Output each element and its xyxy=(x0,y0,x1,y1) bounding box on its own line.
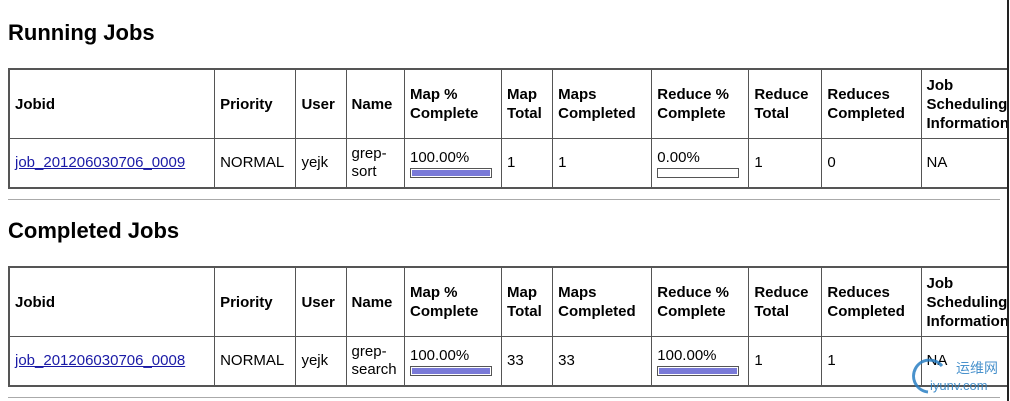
column-header: Maps Completed xyxy=(552,266,653,337)
header-row: Jobid Priority User Name Map % Complete Map T… xyxy=(8,266,1008,337)
column-header: Reduce Total xyxy=(748,68,823,139)
column-header: User xyxy=(295,266,347,337)
cell: NA xyxy=(920,138,1008,189)
jobs-table: Jobid Priority User Name Map % Complete Map T… xyxy=(8,68,1008,189)
watermark-logo xyxy=(912,358,944,394)
cell: NORMAL xyxy=(214,138,297,189)
cell-text: yejk xyxy=(301,352,329,369)
column-header: Map Total xyxy=(501,266,554,337)
column-header: Reduces Completed xyxy=(821,68,922,139)
cell-text: 33 xyxy=(558,352,575,369)
section-title: Running Jobs xyxy=(8,20,155,45)
progress-fill xyxy=(411,367,490,374)
cell: grep-sort xyxy=(345,138,405,189)
cell: 33 xyxy=(501,336,554,387)
percent-text: 100.00% xyxy=(409,148,470,166)
column-header: Priority xyxy=(214,68,297,139)
cell: 1 xyxy=(552,138,653,189)
column-header: Job Scheduling Information xyxy=(920,266,1008,337)
cell: 0.00% xyxy=(651,138,750,189)
percent-text: 100.00% xyxy=(657,346,717,364)
job-row: job_201206030706_0008 NORMAL yejk grep-sear… xyxy=(8,336,1008,387)
percent-text: 0.00% xyxy=(657,148,700,166)
cell-text: 1 xyxy=(558,154,567,171)
cell: 1 xyxy=(821,336,922,387)
cell-text: 1 xyxy=(754,352,763,369)
watermark: 运维网 iyunv.com xyxy=(908,352,1008,397)
progress-fill xyxy=(659,367,738,374)
cell: 33 xyxy=(552,336,653,387)
column-header: Reduces Completed xyxy=(821,266,922,337)
column-header: Map % Complete xyxy=(403,266,503,337)
cell-text: NORMAL xyxy=(220,154,285,171)
cell: 100.00% xyxy=(651,336,750,387)
window-edge xyxy=(1007,0,1009,401)
progress-bar xyxy=(657,365,740,376)
cell-text: NORMAL xyxy=(220,352,285,369)
cell: 100.00% xyxy=(403,138,503,189)
cell-text: 1 xyxy=(827,352,836,369)
column-header: Reduce % Complete xyxy=(651,68,750,139)
column-header: Name xyxy=(345,266,405,337)
column-header: User xyxy=(295,68,347,139)
job-link[interactable]: job_201206030706_0009 xyxy=(15,154,186,171)
progress-bar xyxy=(409,167,492,178)
cell: yejk xyxy=(295,138,347,189)
content: Running Jobs Jobid Priority User Name Map % C… xyxy=(8,0,1008,401)
section-title: Completed Jobs xyxy=(8,218,180,243)
cell-text: NA xyxy=(926,154,948,171)
cell: 1 xyxy=(748,138,823,189)
separator xyxy=(8,397,1000,398)
cell: job_201206030706_0009 xyxy=(8,138,216,189)
job-link[interactable]: job_201206030706_0008 xyxy=(15,352,186,369)
cell: NORMAL xyxy=(214,336,297,387)
column-header: Map % Complete xyxy=(403,68,503,139)
column-header: Map Total xyxy=(501,68,554,139)
percent-text: 100.00% xyxy=(409,346,470,364)
progress-bar xyxy=(409,365,492,376)
watermark-url: iyunv.com xyxy=(930,378,988,393)
separator xyxy=(8,199,1000,200)
progress-fill xyxy=(411,169,490,176)
column-header: Reduce % Complete xyxy=(651,266,750,337)
column-header: Maps Completed xyxy=(552,68,653,139)
cell-text: grep-search xyxy=(351,343,397,378)
cell-text: yejk xyxy=(301,154,329,171)
cell: 100.00% xyxy=(403,336,503,387)
column-header: Job Scheduling Information xyxy=(920,68,1008,139)
cell-text: 0 xyxy=(827,154,836,171)
cell-text: 33 xyxy=(507,352,524,369)
cell: 0 xyxy=(821,138,922,189)
progress-bar xyxy=(657,167,740,178)
cell-text: 1 xyxy=(754,154,763,171)
job-row: job_201206030706_0009 NORMAL yejk grep-sort… xyxy=(8,138,1008,189)
cell: 1 xyxy=(748,336,823,387)
column-header: Jobid xyxy=(8,68,216,139)
column-header: Reduce Total xyxy=(748,266,823,337)
jobs-table: Jobid Priority User Name Map % Complete Map T… xyxy=(8,266,1008,387)
header-row: Jobid Priority User Name Map % Complete Map T… xyxy=(8,68,1008,139)
cell: 1 xyxy=(501,138,554,189)
cell: job_201206030706_0008 xyxy=(8,336,216,387)
column-header: Jobid xyxy=(8,266,216,337)
cell-text: 1 xyxy=(507,154,516,171)
column-header: Priority xyxy=(214,266,297,337)
watermark-name: 运维网 xyxy=(956,360,998,376)
column-header: Name xyxy=(345,68,405,139)
cell: grep-search xyxy=(345,336,405,387)
cell-text: grep-sort xyxy=(351,145,387,180)
cell: yejk xyxy=(295,336,347,387)
